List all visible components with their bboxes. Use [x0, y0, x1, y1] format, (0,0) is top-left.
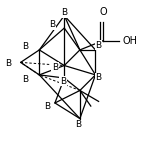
Text: B: B [52, 63, 58, 72]
Text: B: B [61, 8, 67, 17]
Text: B: B [22, 75, 28, 84]
Text: O: O [99, 7, 107, 17]
Text: B: B [22, 42, 28, 51]
Text: B: B [75, 120, 81, 129]
Text: B: B [96, 41, 102, 50]
Text: B: B [60, 77, 66, 86]
Text: B: B [5, 59, 11, 68]
Text: B: B [44, 102, 50, 111]
Text: B: B [49, 20, 55, 29]
Text: B: B [96, 73, 102, 83]
Text: OH: OH [123, 36, 138, 46]
